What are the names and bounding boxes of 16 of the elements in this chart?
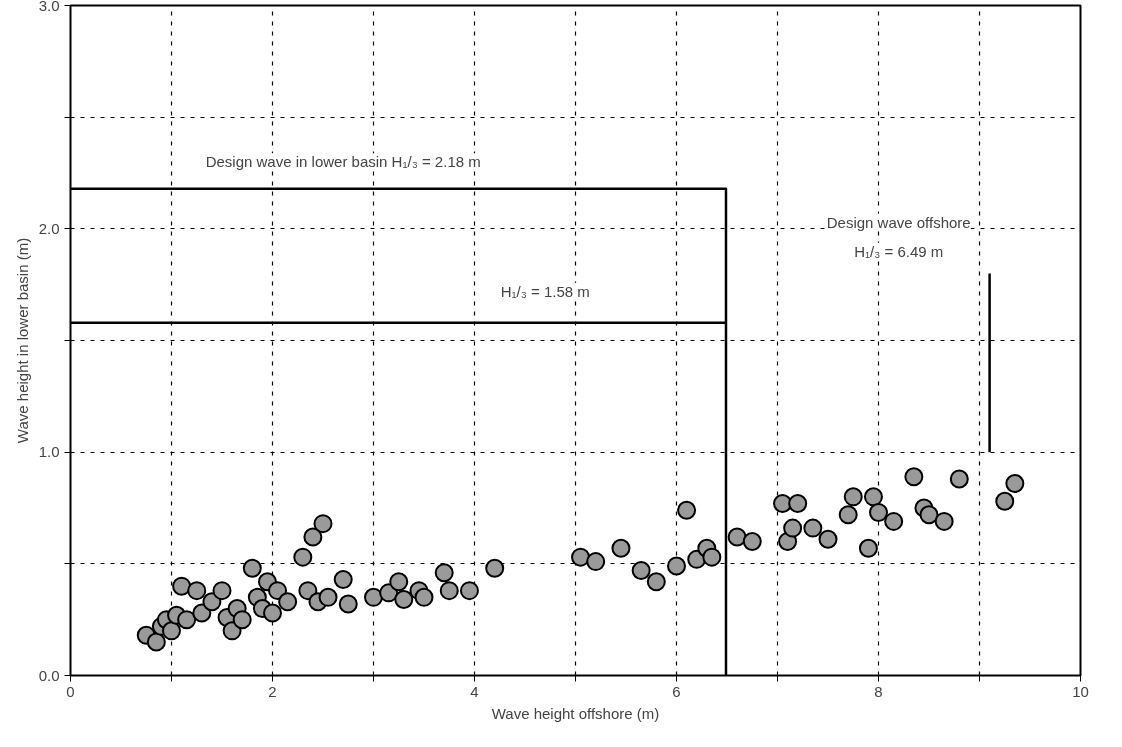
annotation: H₁/₃ = 1.58 m — [500, 282, 590, 300]
y-tick-label: 2.0 — [38, 219, 60, 237]
x-tick-label: 4 — [470, 682, 479, 700]
y-axis-title: Wave height in lower basin (m) — [13, 237, 31, 444]
x-tick-label: 2 — [268, 682, 277, 700]
x-axis-title: Wave height offshore (m) — [491, 704, 660, 722]
y-tick-label: 1.0 — [38, 443, 60, 461]
annotation: Design wave in lower basin H₁/₃ = 2.18 m — [205, 153, 481, 171]
x-tick-label: 0 — [66, 682, 75, 700]
annotation: Design wave offshore — [826, 213, 971, 231]
x-tick-label: 10 — [1072, 682, 1089, 700]
x-tick-label: 8 — [874, 682, 883, 700]
x-tick-label: 6 — [672, 682, 681, 700]
y-tick-label: 0.0 — [38, 666, 60, 684]
y-tick-label: 3.0 — [38, 0, 60, 14]
annotation: H₁/₃ = 6.49 m — [854, 242, 944, 260]
